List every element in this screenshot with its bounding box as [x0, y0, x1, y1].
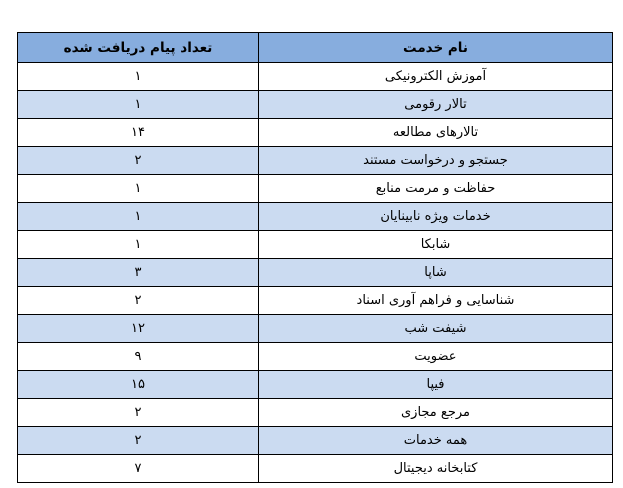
message-count-cell: ۲ — [17, 146, 259, 175]
service-name-cell: کتابخانه دیجیتال — [258, 454, 613, 483]
service-name-cell: جستجو و درخواست مستند — [258, 146, 613, 175]
service-name-cell: شاپا — [258, 258, 613, 287]
service-name-cell: عضویت — [258, 342, 613, 371]
table-row: تالارهای مطالعه ۱۴ — [17, 118, 613, 147]
service-name-cell: مرجع مجازی — [258, 398, 613, 427]
service-name-cell: تالارهای مطالعه — [258, 118, 613, 147]
message-count-cell: ۱ — [17, 62, 259, 91]
table-row: تالار رقومی ۱ — [17, 90, 613, 119]
message-count-cell: ۱ — [17, 174, 259, 203]
header-service-name: نام خدمت — [258, 32, 613, 63]
table-row: کتابخانه دیجیتال ۷ — [17, 454, 613, 483]
table-row: حفاظت و مرمت منابع ۱ — [17, 174, 613, 203]
table-row: شابکا ۱ — [17, 230, 613, 259]
table-row: عضویت ۹ — [17, 342, 613, 371]
message-count-cell: ۷ — [17, 454, 259, 483]
table-row: آموزش الکترونیکی ۱ — [17, 62, 613, 91]
service-name-cell: شناسایی و فراهم آوری اسناد — [258, 286, 613, 315]
table-row: شاپا ۳ — [17, 258, 613, 287]
message-count-cell: ۳ — [17, 258, 259, 287]
message-count-cell: ۹ — [17, 342, 259, 371]
service-name-cell: همه خدمات — [258, 426, 613, 455]
message-count-cell: ۱ — [17, 230, 259, 259]
header-message-count: تعداد پیام دریافت شده — [17, 32, 259, 63]
message-count-cell: ۱ — [17, 202, 259, 231]
message-count-cell: ۱۵ — [17, 370, 259, 399]
service-name-cell: فیپا — [258, 370, 613, 399]
service-name-cell: شابکا — [258, 230, 613, 259]
message-count-cell: ۱۴ — [17, 118, 259, 147]
table-row: شیفت شب ۱۲ — [17, 314, 613, 343]
table-header-row: نام خدمت تعداد پیام دریافت شده — [17, 32, 613, 63]
table-row: فیپا ۱۵ — [17, 370, 613, 399]
service-name-cell: حفاظت و مرمت منابع — [258, 174, 613, 203]
table-row: شناسایی و فراهم آوری اسناد ۲ — [17, 286, 613, 315]
message-count-cell: ۲ — [17, 286, 259, 315]
table-row: جستجو و درخواست مستند ۲ — [17, 146, 613, 175]
message-count-cell: ۱ — [17, 90, 259, 119]
service-name-cell: شیفت شب — [258, 314, 613, 343]
message-count-cell: ۲ — [17, 398, 259, 427]
table-row: همه خدمات ۲ — [17, 426, 613, 455]
message-count-cell: ۱۲ — [17, 314, 259, 343]
service-name-cell: آموزش الکترونیکی — [258, 62, 613, 91]
table-row: خدمات ویژه نابینایان ۱ — [17, 202, 613, 231]
services-table: نام خدمت تعداد پیام دریافت شده آموزش الک… — [17, 32, 613, 483]
message-count-cell: ۲ — [17, 426, 259, 455]
table-row: مرجع مجازی ۲ — [17, 398, 613, 427]
service-name-cell: خدمات ویژه نابینایان — [258, 202, 613, 231]
service-name-cell: تالار رقومی — [258, 90, 613, 119]
